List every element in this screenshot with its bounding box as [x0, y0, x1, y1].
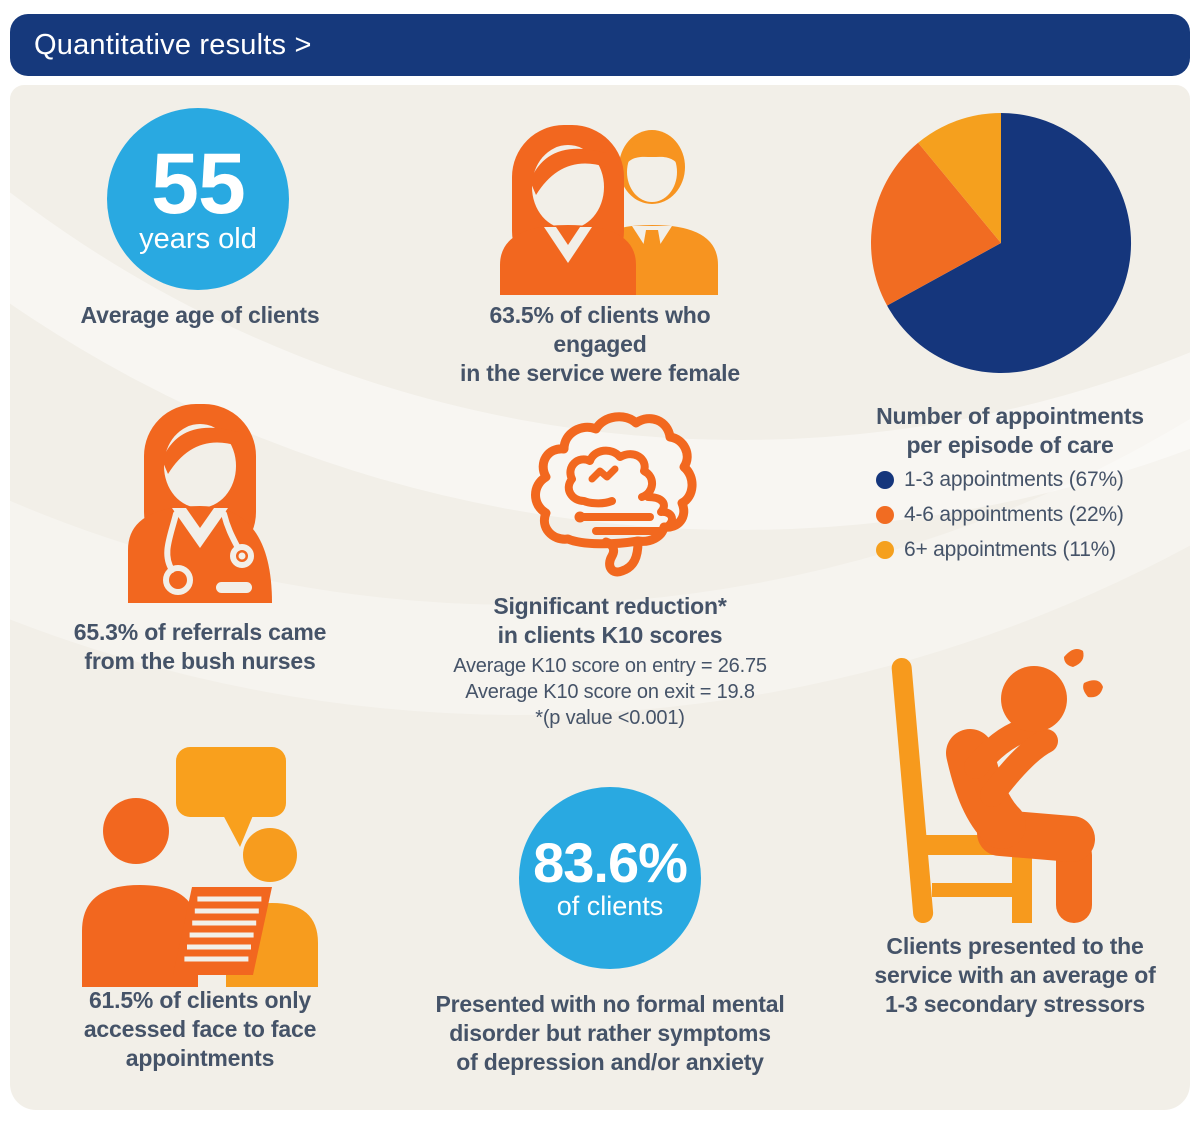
- legend-item: 1-3 appointments (67%): [876, 468, 1124, 492]
- legend-dot-orange: [876, 506, 894, 524]
- gender-caption: 63.5% of clients who engaged in the serv…: [460, 302, 740, 386]
- no-disorder-stat-circle: 83.6% of clients: [519, 787, 701, 969]
- legend-item: 4-6 appointments (22%): [876, 503, 1124, 527]
- no-disorder-unit: of clients: [556, 891, 664, 921]
- legend-label: 1-3 appointments (67%): [904, 468, 1124, 491]
- stressors-caption: Clients presented to the service with an…: [874, 933, 1156, 1017]
- document-icon: [173, 887, 272, 975]
- female-male-icon: [500, 125, 718, 295]
- legend-label: 4-6 appointments (22%): [904, 503, 1124, 526]
- age-unit: years old: [139, 223, 257, 255]
- no-disorder-value: 83.6%: [533, 831, 688, 894]
- speech-bubble-icon: [176, 747, 286, 847]
- stressed-person-icon: [891, 649, 1103, 924]
- referrals-caption: 65.3% of referrals came from the bush nu…: [73, 619, 327, 674]
- age-stat-circle: 55 years old: [107, 108, 289, 290]
- sweat-drops-icon: [1064, 649, 1103, 698]
- person-head-in-hands-icon: [946, 666, 1095, 923]
- legend-item: 6+ appointments (11%): [876, 538, 1124, 562]
- header-bar: Quantitative results >: [10, 14, 1190, 76]
- page-title: Quantitative results >: [34, 28, 312, 61]
- pie-slice-1-3-appointments: [887, 112, 1132, 373]
- legend-dot-navy: [876, 471, 894, 489]
- age-value: 55: [151, 136, 246, 232]
- legend-label: 6+ appointments (11%): [904, 538, 1116, 561]
- stethoscope-icon: [163, 511, 254, 595]
- pie-title: Number of appointments per episode of ca…: [876, 403, 1144, 458]
- results-panel: 55 years old Average age of clients: [10, 85, 1190, 1110]
- legend-dot-amber: [876, 541, 894, 559]
- face-to-face-caption: 61.5% of clients only accessed face to f…: [83, 987, 317, 1071]
- pie-slice-4-6-appointments: [871, 142, 1001, 306]
- pie-legend: 1-3 appointments (67%) 4-6 appointments …: [876, 468, 1124, 573]
- conversation-icon: [82, 747, 318, 987]
- clinician-person-icon: [82, 798, 198, 987]
- age-caption: Average age of clients: [80, 302, 320, 328]
- k10-detail: Average K10 score on entry = 26.75 Avera…: [453, 655, 767, 729]
- female-icon: [500, 125, 636, 295]
- k10-caption: Significant reduction* in clients K10 sc…: [493, 593, 727, 648]
- brain-icon: [531, 412, 697, 577]
- pie-chart: [871, 112, 1132, 373]
- no-disorder-caption: Presented with no formal mental disorder…: [435, 991, 785, 1075]
- pie-slice-6-appointments: [918, 112, 1001, 244]
- nurse-icon: [128, 404, 272, 603]
- badge-icon: [216, 582, 252, 593]
